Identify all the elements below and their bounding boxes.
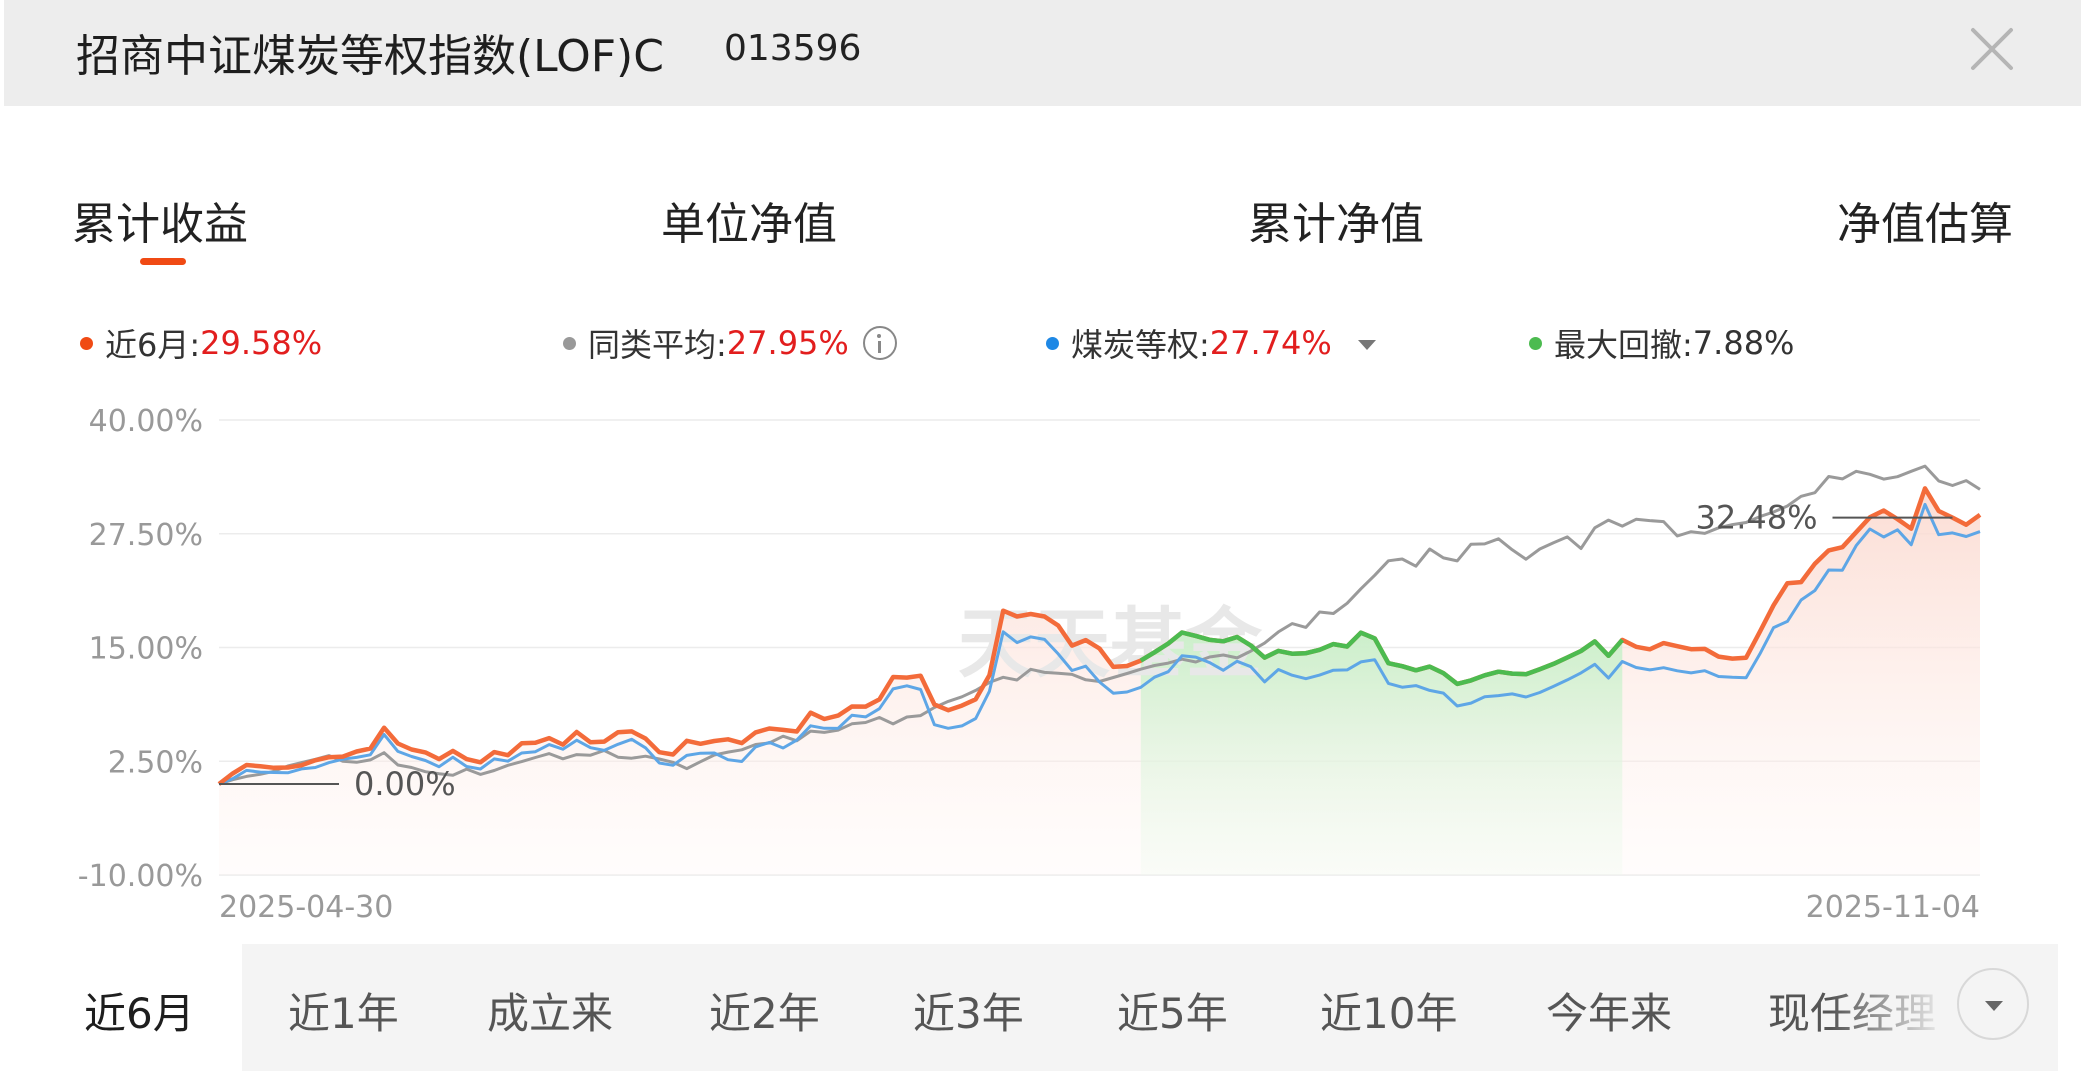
- chart-lines: [217, 464, 1982, 786]
- series-line-fund: [217, 486, 1982, 786]
- tab-cumulative-return[interactable]: 累计收益: [72, 199, 248, 250]
- return-chart[interactable]: 天天基金 0.00%32.48% 40.00%27.50%15.00%2.50%…: [0, 400, 2081, 940]
- legend-average-value: 27.95%: [726, 324, 849, 362]
- period-5y[interactable]: 近5年: [1117, 989, 1228, 1038]
- period-3y[interactable]: 近3年: [913, 989, 1024, 1038]
- annotation-label-max: 32.48%: [1695, 499, 1817, 537]
- legend-fund-value: 29.58%: [200, 324, 323, 362]
- legend-drawdown-value: 7.88%: [1692, 324, 1795, 362]
- legend-index: 煤炭等权: 27.74%: [1046, 318, 1376, 368]
- legend-index-value: 27.74%: [1209, 324, 1332, 362]
- series-line-index: [218, 502, 1981, 786]
- annotation-label-min: 0.00%: [354, 765, 456, 803]
- legend-fund: 近6月: 29.58%: [80, 318, 322, 368]
- y-tick-label: 40.00%: [89, 404, 203, 439]
- chart-annotations: 0.00% 32.48%: [219, 499, 1953, 803]
- info-icon[interactable]: [862, 326, 897, 360]
- legend-dot-average: [563, 336, 576, 350]
- y-tick-label: -10.00%: [78, 859, 203, 894]
- period-6m[interactable]: 近6月: [84, 989, 195, 1038]
- y-tick-label: 2.50%: [108, 745, 203, 780]
- legend-dot-fund: [80, 336, 93, 350]
- x-end-label: 2025-11-04: [1806, 890, 1980, 925]
- dropdown-triangle-icon[interactable]: [1357, 340, 1376, 350]
- chart-legend: 近6月: 29.58% 同类平均: 27.95% 煤炭等权: 27.74% 最大…: [0, 318, 2081, 368]
- period-1y[interactable]: 近1年: [288, 989, 399, 1038]
- legend-drawdown-label: 最大回撤:: [1554, 326, 1693, 364]
- fund-title: 招商中证煤炭等权指数(LOF)C: [76, 31, 664, 82]
- period-selector: 近6月 近1年 成立来 近2年 近3年 近5年 近10年 今年来 现任经理: [0, 944, 2081, 1071]
- legend-dot-drawdown: [1529, 336, 1542, 350]
- more-periods-chevron-down-icon[interactable]: [1957, 968, 2029, 1040]
- period-fade-overlay: [1830, 944, 1950, 1071]
- period-selector-background: [242, 944, 2058, 1071]
- legend-fund-label: 近6月:: [105, 326, 201, 364]
- tab-active-indicator: [140, 258, 186, 265]
- legend-dot-index: [1046, 336, 1059, 350]
- series-line-drawdown: [1139, 630, 1624, 687]
- x-start-label: 2025-04-30: [219, 890, 393, 925]
- fund-code: 013596: [724, 28, 862, 69]
- header-bar: 招商中证煤炭等权指数(LOF)C 013596: [4, 0, 2081, 106]
- close-icon[interactable]: [1967, 24, 2017, 74]
- legend-average-label: 同类平均:: [588, 326, 727, 364]
- period-since-inception[interactable]: 成立来: [487, 989, 614, 1038]
- tab-bar: 累计收益 单位净值 累计净值 净值估算: [0, 180, 2081, 280]
- y-tick-label: 15.00%: [89, 632, 203, 667]
- period-2y[interactable]: 近2年: [709, 989, 820, 1038]
- legend-average: 同类平均: 27.95%: [563, 318, 897, 368]
- period-10y[interactable]: 近10年: [1320, 989, 1458, 1038]
- period-ytd[interactable]: 今年来: [1546, 989, 1673, 1038]
- tab-nav-estimate[interactable]: 净值估算: [1837, 199, 2013, 250]
- tab-cumulative-nav[interactable]: 累计净值: [1248, 199, 1424, 250]
- y-tick-label: 27.50%: [89, 518, 203, 553]
- tab-unit-nav[interactable]: 单位净值: [661, 199, 837, 250]
- legend-drawdown: 最大回撤: 7.88%: [1529, 318, 1794, 368]
- legend-index-label: 煤炭等权:: [1071, 326, 1210, 364]
- drawdown-area: [1140, 632, 1623, 875]
- chart-axis-labels: 40.00% 27.50% 15.00% 2.50% -10.00% 2025-04-30…: [78, 404, 1980, 925]
